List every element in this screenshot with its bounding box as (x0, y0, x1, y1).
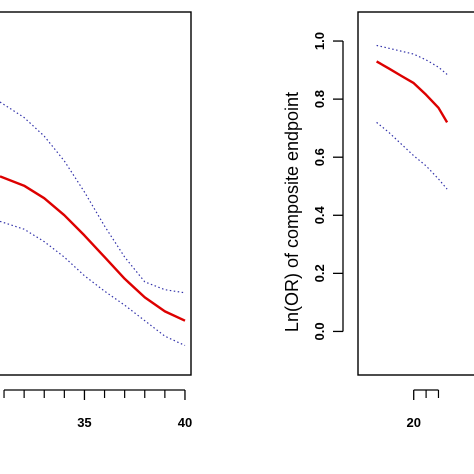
right-x-axis: 20 (406, 389, 440, 430)
right-y-axis: 0.0 0.2 0.4 0.6 0.8 1.0 (312, 32, 344, 340)
right-y-axis-title: Ln(OR) of composite endpoint (282, 92, 302, 332)
right-upper-ci-line (376, 44, 448, 75)
left-x-axis: 35 40 (3, 389, 192, 430)
right-lower-ci-line (376, 121, 448, 190)
right-y-tick-label: 0.8 (312, 90, 327, 108)
right-x-tick-label: 20 (406, 415, 420, 430)
left-x-tick-label: 40 (178, 415, 192, 430)
right-plot-frame (357, 11, 474, 376)
left-lower-ci-line (0, 220, 186, 347)
left-x-tick-label: 35 (77, 415, 91, 430)
left-upper-ci-line (0, 101, 186, 294)
left-estimate-line (0, 175, 186, 322)
right-y-tick-label: 1.0 (312, 32, 327, 50)
right-y-tick-label: 0.0 (312, 322, 327, 340)
left-panel: 35 40 (0, 11, 192, 430)
left-series-group (0, 101, 186, 347)
right-y-tick-label: 0.4 (312, 205, 327, 224)
left-plot-frame (0, 11, 192, 376)
right-y-tick-label: 0.2 (312, 264, 327, 282)
right-panel: 0.0 0.2 0.4 0.6 0.8 1.0 20 Ln(OR) of composit… (282, 11, 474, 430)
right-y-tick-label: 0.6 (312, 148, 327, 166)
right-series-group (375, 44, 449, 190)
right-estimate-line (375, 60, 449, 124)
